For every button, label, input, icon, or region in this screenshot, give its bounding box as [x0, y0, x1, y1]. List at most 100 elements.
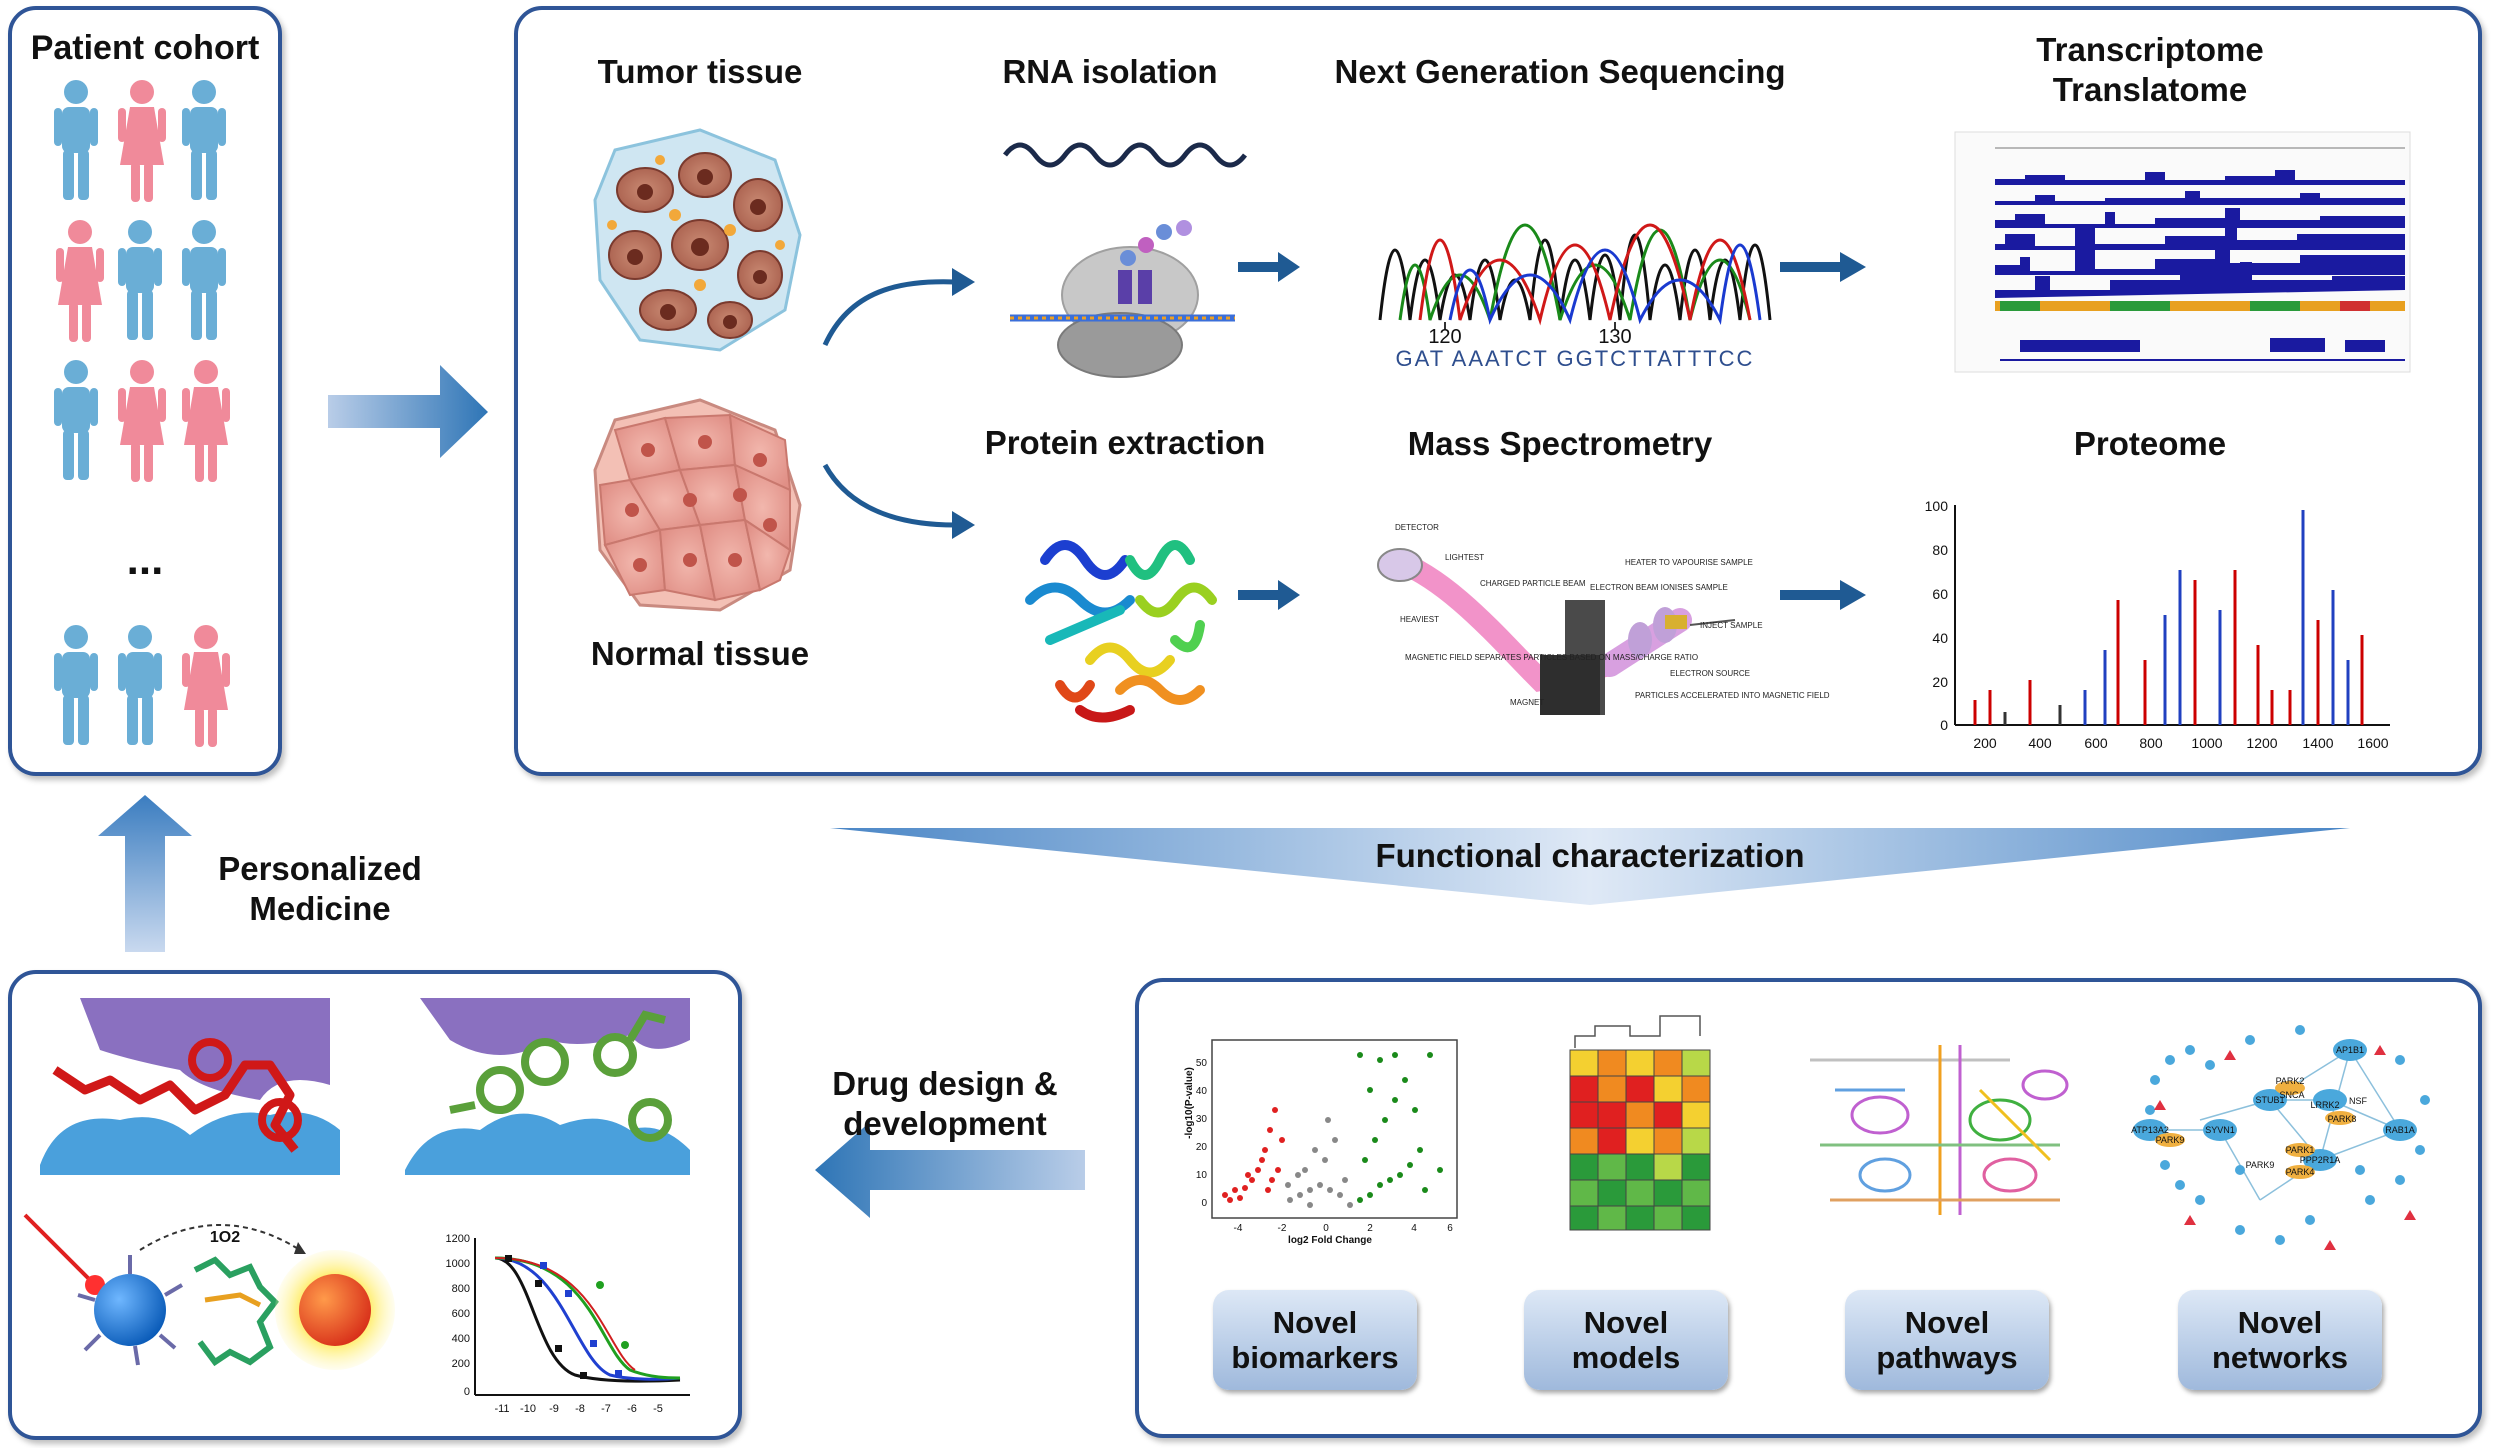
network-node-syvn1: SYVN1 — [2205, 1125, 2235, 1135]
dose-x-tick: -9 — [549, 1403, 559, 1415]
volcano-y-tick: 30 — [1196, 1114, 1208, 1125]
seq-tick-130: 130 — [1598, 326, 1632, 348]
sequence-tick-marks — [1444, 322, 1616, 330]
dose-y-ticks: 1200 1000 800 600 400 200 0 — [446, 1233, 470, 1398]
volcano-x-tick: -2 — [1278, 1223, 1287, 1234]
tumor-tissue-image — [593, 128, 802, 352]
proteome-y-tick: 80 — [1932, 542, 1948, 558]
novel-networks-line1: Novel — [2237, 1305, 2323, 1340]
ms-label-magnet: MAGNET — [1510, 698, 1544, 707]
volcano-plot — [1211, 1039, 1458, 1219]
curved-arrow-protein — [822, 463, 956, 528]
novel-networks-line2: networks — [2211, 1340, 2349, 1375]
dose-x-tick: -6 — [627, 1403, 637, 1415]
mass-spectrometer-image — [1377, 548, 1736, 715]
normal-tissue-image — [593, 398, 802, 612]
dose-x-tick: -7 — [601, 1403, 611, 1415]
ms-label-magnetic-field: MAGNETIC FIELD SEPARATES PARTICLES BASED… — [1405, 653, 1698, 662]
patient-male-icon — [54, 625, 98, 745]
ms-label-inject: INJECT SAMPLE — [1700, 621, 1763, 630]
proteome-x-tick: 1000 — [2191, 735, 2222, 751]
proteome-x-tick: 200 — [1973, 735, 1997, 751]
network-labels: AP1B1 STUB1 PARK2 SNCA LRRK2 NSF PARK8 R… — [2131, 1045, 2415, 1177]
patient-male-icon — [182, 220, 226, 340]
ms-label-beam: CHARGED PARTICLE BEAM — [1480, 579, 1586, 588]
novel-models-line1: Novel — [1583, 1305, 1669, 1340]
patient-male-icon — [118, 625, 162, 745]
curved-arrow-rna — [822, 279, 956, 347]
network-node-ap1b1: AP1B1 — [2336, 1045, 2364, 1055]
novel-biomarkers-line2: biomarkers — [1231, 1340, 1399, 1375]
dose-y-tick: 1000 — [446, 1258, 470, 1270]
functional-characterization-label: Functional characterization — [1375, 837, 1805, 874]
novel-pathways-button: Novel pathways — [1845, 1290, 2049, 1390]
proteome-x-tick: 1600 — [2357, 735, 2388, 751]
novel-biomarkers-button: Novel biomarkers — [1213, 1290, 1417, 1390]
network-node-atp13a2: ATP13A2 — [2131, 1125, 2169, 1135]
patient-female-icon — [118, 80, 166, 202]
dose-response-chart — [474, 1238, 690, 1396]
proteome-y-tick: 100 — [1925, 498, 1949, 514]
personalized-medicine-line2: Medicine — [249, 890, 391, 927]
dose-y-tick: 1200 — [446, 1233, 470, 1245]
network-node-lrrk2: LRRK2 — [2310, 1100, 2339, 1110]
ms-label-heaviest: HEAVIEST — [1400, 615, 1439, 624]
rna-strand — [1003, 142, 1247, 168]
ms-label-accelerated: PARTICLES ACCELERATED INTO MAGNETIC FIEL… — [1635, 691, 1830, 700]
ms-label-lightest: LIGHTEST — [1445, 553, 1484, 562]
protein-network — [2133, 1025, 2430, 1250]
dose-y-tick: 200 — [452, 1358, 470, 1370]
proteome-x-tick: 600 — [2084, 735, 2108, 751]
workflow-arrows — [1238, 252, 1866, 610]
novel-biomarkers-line1: Novel — [1272, 1305, 1358, 1340]
patient-male-icon — [182, 80, 226, 200]
mass-spec-labels: DETECTOR LIGHTEST HEAVIEST CHARGED PARTI… — [1395, 523, 1830, 707]
protein-extraction-label: Protein extraction — [984, 424, 1266, 461]
curved-arrow-rna-head — [952, 268, 975, 296]
patient-male-icon — [118, 220, 162, 340]
dose-x-tick: -5 — [653, 1403, 663, 1415]
functional-wedge — [830, 828, 2350, 905]
volcano-y-tick: 0 — [1201, 1198, 1207, 1209]
volcano-x-tick: 4 — [1411, 1223, 1417, 1234]
proteome-y-tick: 40 — [1932, 630, 1948, 646]
seq-tick-120: 120 — [1428, 326, 1462, 348]
patient-female-icon — [118, 360, 166, 482]
volcano-y-tick: 10 — [1196, 1170, 1208, 1181]
network-node-park1: PARK1 — [2286, 1145, 2315, 1155]
proteome-x-tick: 800 — [2139, 735, 2163, 751]
network-node-park9b: PARK9 — [2246, 1160, 2275, 1170]
curved-arrow-protein-head — [952, 511, 975, 539]
ms-label-detector: DETECTOR — [1395, 523, 1439, 532]
patient-male-icon — [54, 360, 98, 480]
volcano-labels: -log10(P-value) log2 Fold Change 50 40 3… — [1184, 1058, 1453, 1246]
rna-isolation-label: RNA isolation — [1002, 53, 1218, 90]
network-node-nsf: NSF — [2349, 1096, 2368, 1106]
dose-y-tick: 600 — [452, 1308, 470, 1320]
proteome-y-tick: 60 — [1932, 586, 1948, 602]
drug-design-line1: Drug design & — [832, 1065, 1058, 1102]
translatome-label: Translatome — [2052, 71, 2248, 108]
dose-x-tick: -11 — [494, 1403, 509, 1415]
volcano-y-tick: 50 — [1196, 1058, 1208, 1069]
volcano-y-tick: 20 — [1196, 1142, 1208, 1153]
proteome-label: Proteome — [2073, 425, 2227, 462]
heatmap — [1569, 1015, 1711, 1231]
network-node-stub1: STUB1 — [2255, 1095, 2284, 1105]
mass-spectrometry-label: Mass Spectrometry — [1407, 425, 1713, 462]
dose-y-tick: 0 — [464, 1386, 470, 1398]
novel-models-button: Novel models — [1524, 1290, 1728, 1390]
volcano-x-tick: 2 — [1367, 1223, 1373, 1234]
normal-tissue-label: Normal tissue — [590, 635, 810, 672]
photodynamic-illustration — [23, 1213, 395, 1370]
network-node-rab1a: RAB1A — [2385, 1125, 2415, 1135]
proteome-y-ticks: 100 80 60 40 20 0 — [1925, 498, 1949, 733]
volcano-x-tick: -4 — [1234, 1223, 1243, 1234]
singlet-oxygen-label: 1O2 — [209, 1229, 241, 1246]
cohort-ellipsis: ... — [126, 535, 164, 584]
sequencing-chromatogram — [1378, 223, 1772, 326]
volcano-y-label: -log10(P-value) — [1184, 1067, 1195, 1139]
dose-x-tick: -8 — [575, 1403, 585, 1415]
volcano-x-tick: 6 — [1447, 1223, 1453, 1234]
